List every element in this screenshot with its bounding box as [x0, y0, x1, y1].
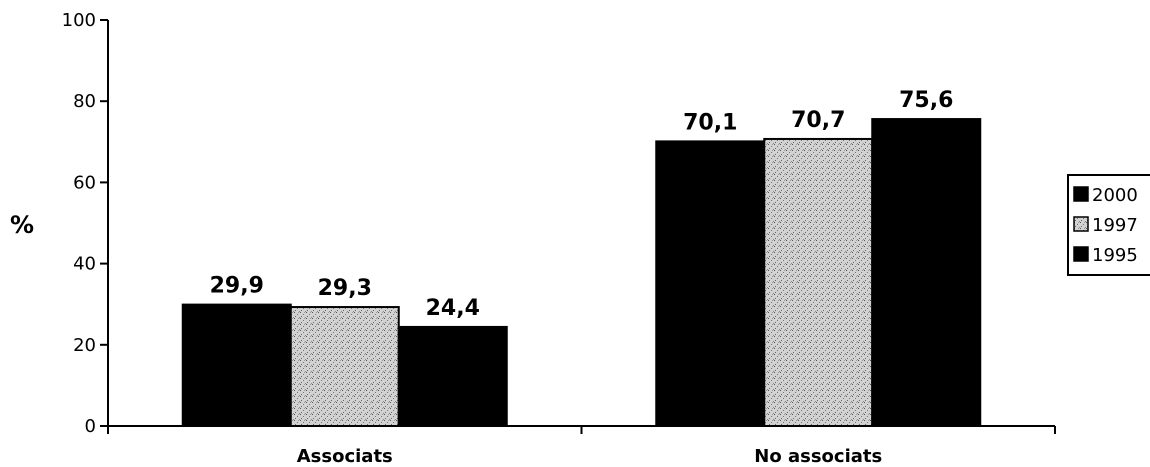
bar-1995-0: [397, 325, 508, 428]
data-label-1995-0: 24,4: [426, 296, 480, 321]
bar-1997-0: [289, 306, 400, 427]
data-label-2000-0: 29,9: [210, 274, 264, 299]
y-tick-label-0: 0: [85, 416, 96, 437]
data-label-1997-0: 29,3: [318, 276, 372, 301]
bar-2000-1: [655, 140, 766, 427]
bar-2000-0: [181, 303, 292, 427]
legend-label-1995: 1995: [1092, 245, 1138, 266]
category-label-0: Associats: [297, 446, 393, 467]
legend-swatch-1995: [1073, 246, 1089, 262]
axes: 0 20 40 60 80 100 Associats No associats: [62, 10, 1056, 467]
legend-label-1997: 1997: [1092, 215, 1138, 236]
data-labels: 29,9 29,3 24,4 70,1 70,7 75,6: [210, 88, 954, 321]
y-tick-label-5: 100: [62, 10, 96, 31]
y-tick-label-1: 20: [73, 335, 96, 356]
legend-swatch-2000: [1073, 186, 1089, 202]
y-tick-label-2: 40: [73, 254, 96, 275]
bar-1995-1: [871, 118, 982, 428]
data-label-1997-1: 70,7: [791, 108, 845, 133]
legend-label-2000: 2000: [1092, 185, 1138, 206]
y-axis-label: %: [10, 211, 34, 239]
data-label-2000-1: 70,1: [683, 110, 737, 135]
y-tick-label-4: 80: [73, 91, 96, 112]
y-tick-label-3: 60: [73, 172, 96, 193]
legend-swatch-1997: [1073, 216, 1089, 232]
category-label-1: No associats: [754, 446, 882, 467]
data-label-1995-1: 75,6: [899, 88, 953, 113]
bars: [181, 118, 982, 428]
legend: 2000 1997 1995: [1067, 174, 1150, 276]
bar-1997-1: [763, 137, 874, 427]
